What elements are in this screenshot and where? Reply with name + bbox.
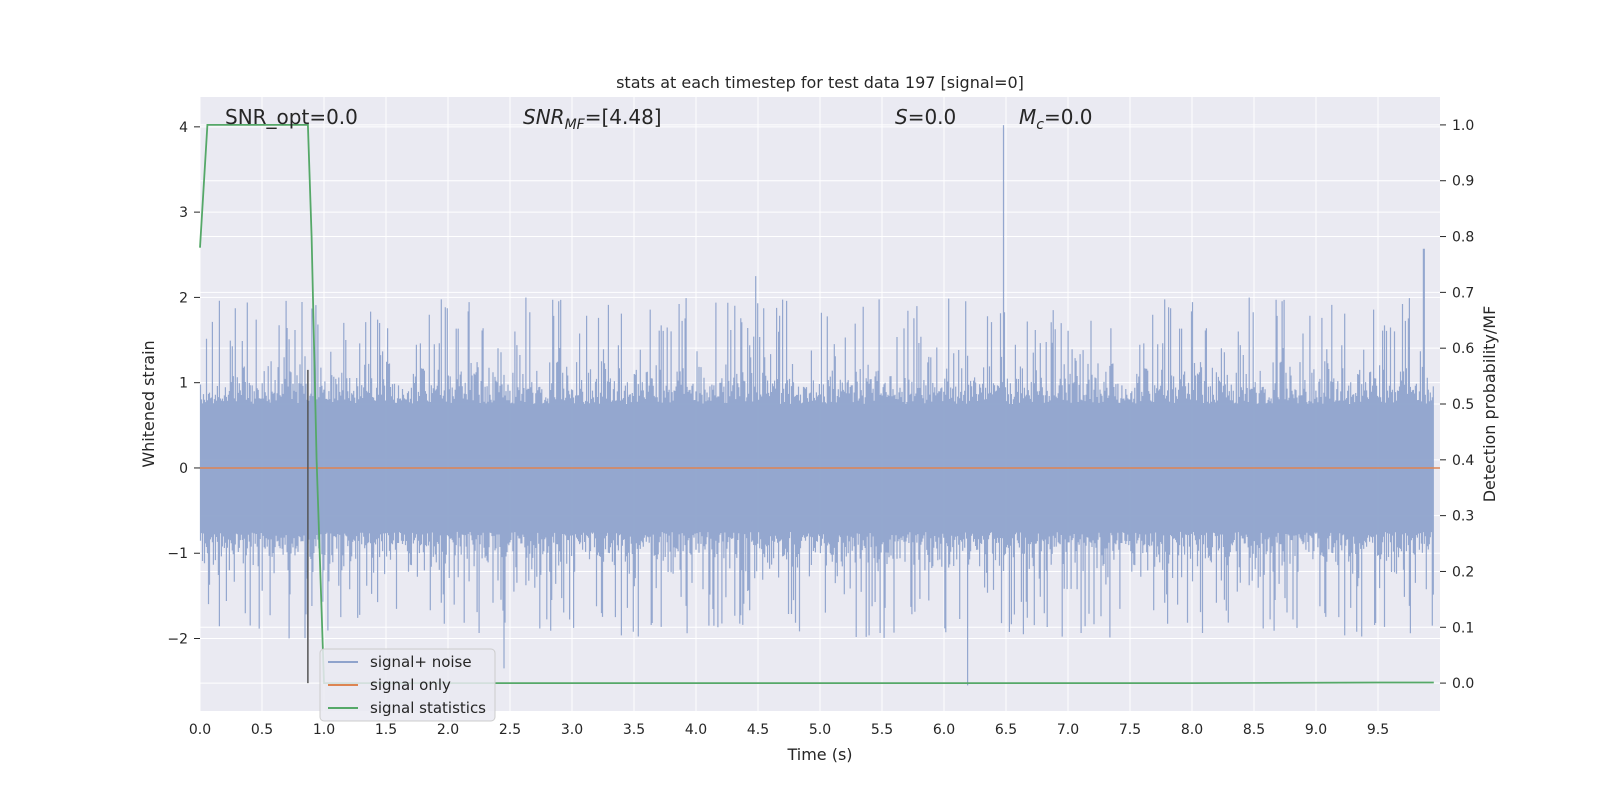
x-tick-label: 8.0: [1181, 722, 1203, 738]
x-tick-label: 3.5: [623, 722, 645, 738]
series-signal-noise: [199, 125, 1434, 686]
signal-statistics-line: [199, 124, 1434, 684]
y-tick-label-right: 0.4: [1452, 453, 1474, 469]
y-tick-label-left: 3: [179, 205, 188, 221]
x-tick-label: 4.0: [685, 722, 707, 738]
x-tick-label: 7.5: [1119, 722, 1141, 738]
y-tick-label-left: 2: [179, 290, 188, 306]
annotation-mc: Mc=0.0: [1019, 105, 1093, 133]
y-axis-label-left: Whitened strain: [139, 340, 158, 467]
series-lines: [199, 124, 1440, 684]
signal-noise-trace: [199, 125, 1434, 686]
annotation-snr-opt: SNR_opt=0.0: [225, 105, 358, 129]
x-tick-label: 7.0: [1057, 722, 1079, 738]
x-tick-label: 5.0: [809, 722, 831, 738]
x-axis-label: Time (s): [786, 745, 852, 764]
x-tick-label: 2.5: [499, 722, 521, 738]
y-tick-label-left: 4: [179, 120, 188, 136]
y-tick-label-right: 1.0: [1452, 118, 1474, 134]
x-tick-label: 8.5: [1243, 722, 1265, 738]
x-tick-label: 1.5: [375, 722, 397, 738]
legend-box: [319, 648, 496, 722]
y-tick-label-left: −1: [167, 546, 188, 562]
axes: 0.0 0.5 1.0 1.5 2.0 2.5 3.0 3.5 4.0 4.5 5.0 5.5 6.0 6…: [167, 118, 1474, 738]
annotation-snr-mf: SNRMF=[4.48]: [523, 105, 662, 133]
x-tick-label: 9.0: [1305, 722, 1327, 738]
legend-label-signal-statistics: signal statistics: [370, 699, 486, 717]
x-tick-label: 2.0: [437, 722, 459, 738]
y-tick-label-right: 0.6: [1452, 341, 1474, 357]
y-tick-label-left: 0: [179, 461, 188, 477]
x-tick-label: 9.5: [1367, 722, 1389, 738]
annotation-s: S=0.0: [895, 105, 956, 129]
chart-title: stats at each timestep for test data 197…: [616, 73, 1024, 92]
y-tick-label-right: 0.8: [1452, 230, 1474, 246]
legend-label-signal-only: signal only: [370, 676, 451, 694]
y-tick-label-right: 0.2: [1452, 564, 1474, 580]
y-tick-label-right: 0.9: [1452, 174, 1474, 190]
y-tick-label-right: 0.0: [1452, 676, 1474, 692]
x-tick-label: 6.5: [995, 722, 1017, 738]
y-axis-label-right: Detection probability/MF: [1480, 306, 1499, 503]
x-tick-label: 5.5: [871, 722, 893, 738]
x-tick-label: 0.5: [251, 722, 273, 738]
legend-label-signal-noise: signal+ noise: [370, 653, 472, 671]
y-tick-label-right: 0.3: [1452, 509, 1474, 525]
y-tick-label-left: −2: [167, 632, 188, 648]
x-tick-label: 0.0: [189, 722, 211, 738]
y-tick-label-right: 0.1: [1452, 620, 1474, 636]
y-tick-label-right: 0.7: [1452, 285, 1474, 301]
legend: signal+ noise signal only signal statist…: [319, 648, 496, 722]
x-tick-label: 6.0: [933, 722, 955, 738]
x-tick-label: 3.0: [561, 722, 583, 738]
y-tick-label-right: 0.5: [1452, 397, 1474, 413]
x-tick-label: 1.0: [313, 722, 335, 738]
y-tick-label-left: 1: [179, 376, 188, 392]
x-tick-label: 4.5: [747, 722, 769, 738]
